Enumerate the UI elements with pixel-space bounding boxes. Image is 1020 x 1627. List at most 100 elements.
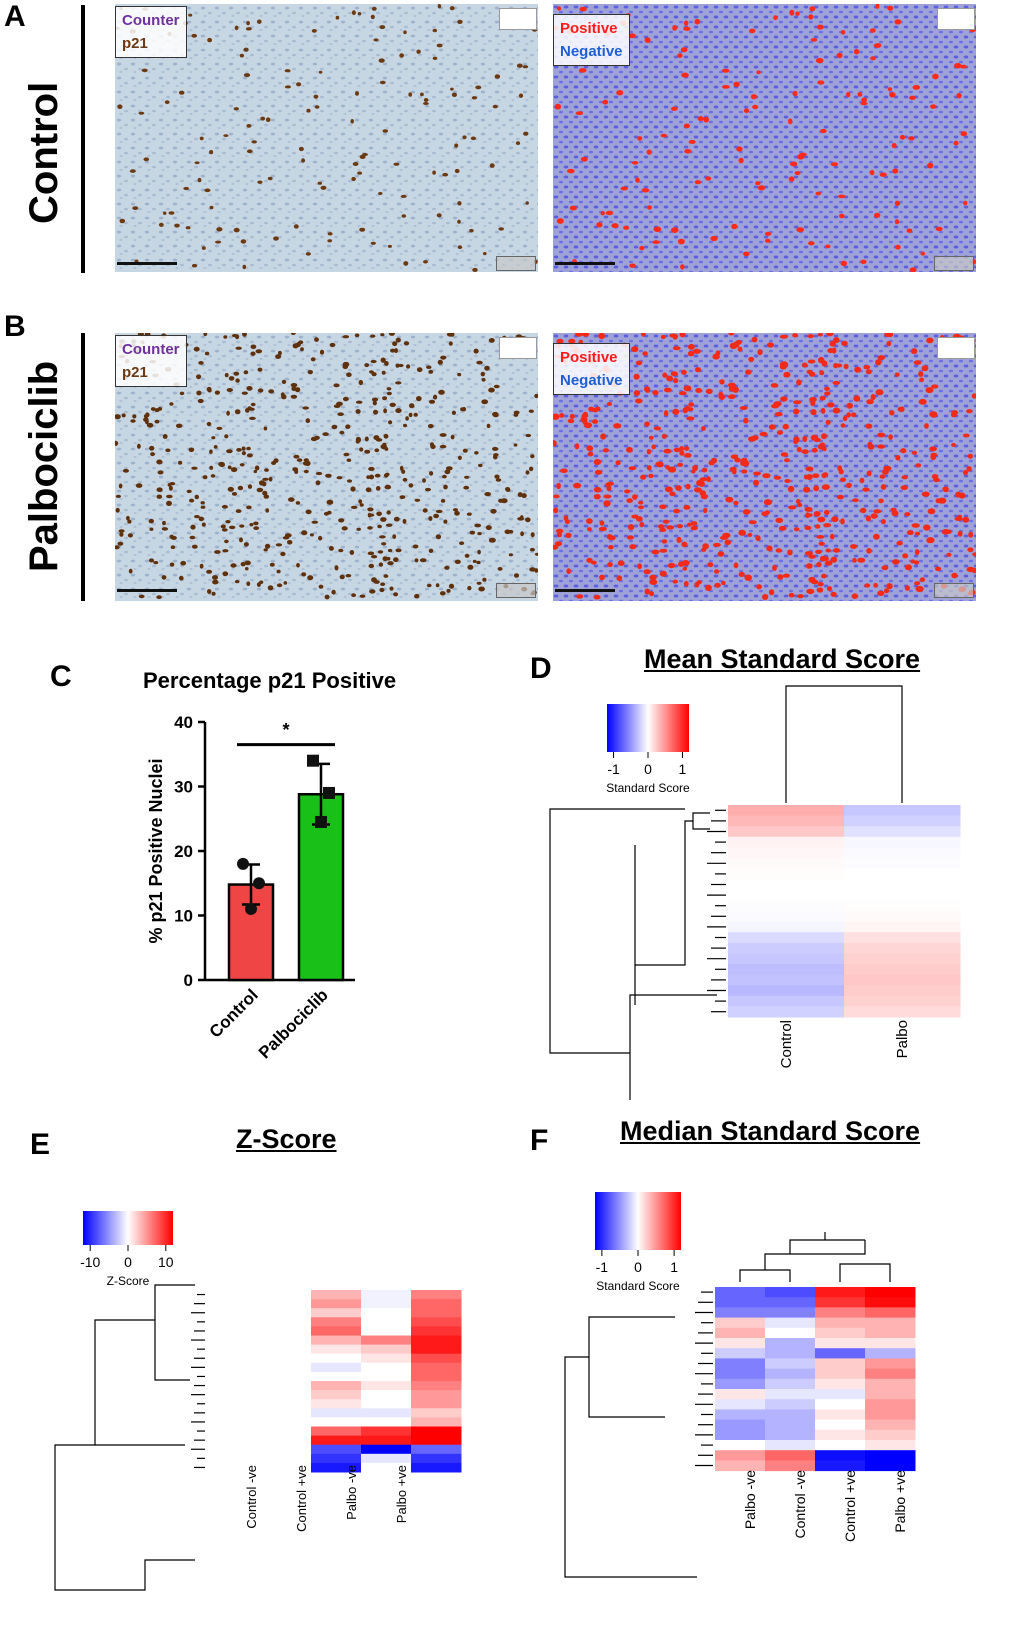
nucleus <box>966 466 972 472</box>
nucleus <box>846 412 851 418</box>
heatmap-cell <box>765 1358 816 1370</box>
heatmap-cell <box>765 1419 816 1431</box>
heatmap-cell <box>865 1409 916 1421</box>
heatmap-cell <box>261 1453 312 1464</box>
nucleus <box>563 515 569 522</box>
nucleus <box>386 510 391 515</box>
row-dendrogram <box>564 1316 697 1578</box>
nucleus <box>295 342 301 348</box>
heatmap-cell <box>411 1426 462 1437</box>
nucleus <box>706 476 711 483</box>
heatmap-cell <box>815 1338 866 1349</box>
heatmap-cell <box>311 1408 362 1418</box>
nucleus <box>971 393 976 399</box>
nucleus <box>915 463 922 468</box>
nucleus <box>820 407 826 414</box>
colorbar <box>595 1192 681 1250</box>
nucleus <box>749 28 756 34</box>
nucleus <box>414 498 421 502</box>
nucleus <box>310 357 316 362</box>
nucleus <box>196 390 202 396</box>
nucleus <box>168 211 175 215</box>
panel-label-e: E <box>30 1128 51 1161</box>
nucleus <box>325 473 332 478</box>
nucleus <box>553 507 559 514</box>
nucleus <box>239 524 245 528</box>
nucleus <box>194 494 199 500</box>
heatmap-cell <box>728 826 845 838</box>
heatmap-cell <box>844 995 961 1007</box>
heatmap-cell <box>844 953 961 965</box>
nucleus <box>492 104 498 109</box>
nucleus <box>896 540 903 546</box>
nucleus <box>380 357 386 363</box>
nucleus <box>257 180 263 184</box>
nucleus <box>596 222 603 228</box>
nucleus <box>875 4 880 9</box>
nucleus <box>887 87 893 91</box>
nucleus <box>428 516 433 521</box>
nucleus <box>831 347 837 354</box>
nucleus <box>212 579 219 585</box>
nucleus <box>448 341 453 346</box>
nucleus <box>672 25 677 31</box>
heatmap-cell <box>765 1450 816 1461</box>
nucleus <box>648 473 654 479</box>
data-point <box>307 754 319 767</box>
nucleus <box>138 111 145 115</box>
nucleus <box>629 544 637 550</box>
heatmap-cell <box>261 1344 312 1355</box>
heatmap-cell <box>715 1389 766 1400</box>
heatmap-cell <box>715 1327 766 1339</box>
nucleus <box>300 347 304 352</box>
heatmap-e-title: Z-Score <box>236 1124 337 1154</box>
nucleus <box>624 489 631 494</box>
micrograph-palbociclib-ihc: Counter p21 <box>115 333 538 601</box>
nucleus <box>225 520 231 524</box>
nucleus <box>914 581 921 586</box>
nucleus <box>891 142 897 149</box>
nucleus <box>626 535 634 540</box>
nucleus <box>402 518 407 524</box>
nucleus <box>637 136 643 141</box>
nucleus <box>318 70 323 74</box>
nucleus <box>368 474 375 480</box>
nucleus <box>576 594 584 599</box>
nucleus <box>673 508 681 514</box>
nucleus <box>927 508 936 515</box>
panel-label-b: B <box>4 310 26 343</box>
nucleus <box>873 43 882 48</box>
nucleus <box>355 91 359 96</box>
nucleus <box>556 482 561 490</box>
nucleus <box>774 412 783 417</box>
nucleus <box>469 530 476 535</box>
nucleus <box>224 373 229 378</box>
nucleus <box>241 451 246 456</box>
heatmap-cell <box>311 1435 362 1446</box>
nucleus <box>908 136 915 141</box>
nucleus <box>368 466 375 471</box>
heatmap-cell <box>728 889 845 901</box>
nucleus <box>756 70 761 75</box>
nucleus <box>846 402 853 409</box>
nucleus <box>191 466 198 470</box>
nucleus <box>672 377 679 384</box>
heatmap-cell <box>411 1353 462 1364</box>
colorbar-tick-label: 0 <box>644 761 652 777</box>
nucleus <box>517 517 524 521</box>
heatmap-cell <box>765 1460 816 1472</box>
heatmap-cell <box>765 1297 816 1308</box>
nucleus <box>741 469 748 474</box>
nucleus <box>174 223 180 228</box>
nucleus <box>841 340 848 346</box>
nucleus <box>513 410 520 415</box>
nucleus <box>681 72 689 78</box>
nucleus <box>595 406 601 412</box>
nucleus <box>358 499 363 504</box>
scale-ruler <box>934 583 974 598</box>
nucleus <box>865 423 873 429</box>
nucleus <box>276 583 283 588</box>
nucleus <box>227 486 234 492</box>
nucleus <box>469 228 474 233</box>
nucleus <box>234 580 240 584</box>
